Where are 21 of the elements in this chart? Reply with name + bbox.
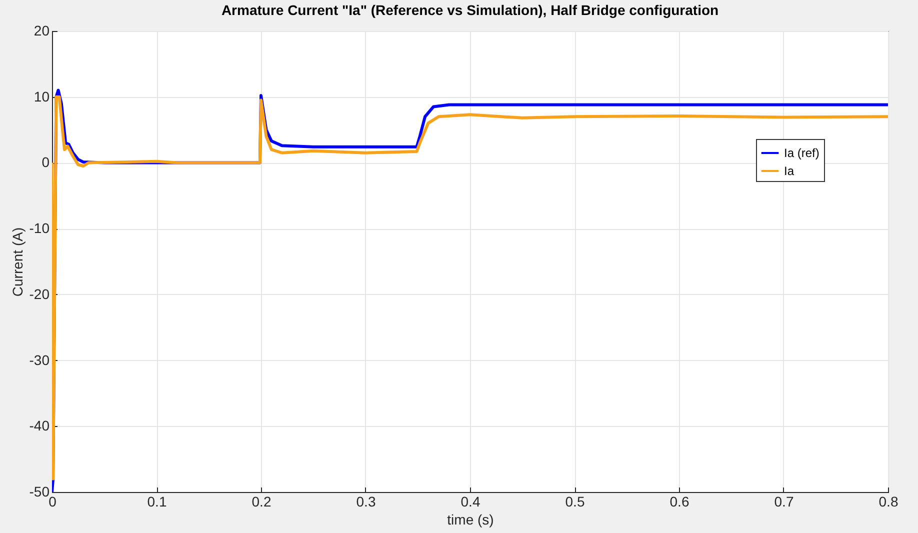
x-tick-label: 0.3 (356, 494, 376, 510)
y-tick-label: -10 (29, 220, 50, 236)
x-tick-label: 0.8 (878, 494, 898, 510)
y-tick-label: -50 (29, 484, 50, 500)
y-tick-label: 0 (42, 154, 50, 170)
legend-label: Ia (ref) (784, 146, 820, 160)
x-tick-label: 0.7 (774, 494, 794, 510)
x-tick-label: 0.6 (670, 494, 690, 510)
x-axis-title: time (s) (447, 512, 494, 528)
y-tick-label: -40 (29, 418, 50, 434)
legend-label: Ia (784, 164, 794, 178)
y-tick-label: 10 (34, 88, 50, 104)
chart-title: Armature Current "Ia" (Reference vs Simulation), Half Bridge configuration (221, 2, 719, 18)
x-tick-label: 0.4 (460, 494, 480, 510)
y-tick-label: 20 (34, 22, 50, 38)
x-tick-label: 0.2 (252, 494, 272, 510)
x-tick-label: 0.5 (565, 494, 585, 510)
y-axis-title: Current (A) (9, 227, 26, 297)
y-tick-label: -20 (29, 286, 50, 302)
x-tick-label: 0.1 (147, 494, 167, 510)
y-tick-label: -30 (29, 352, 50, 368)
